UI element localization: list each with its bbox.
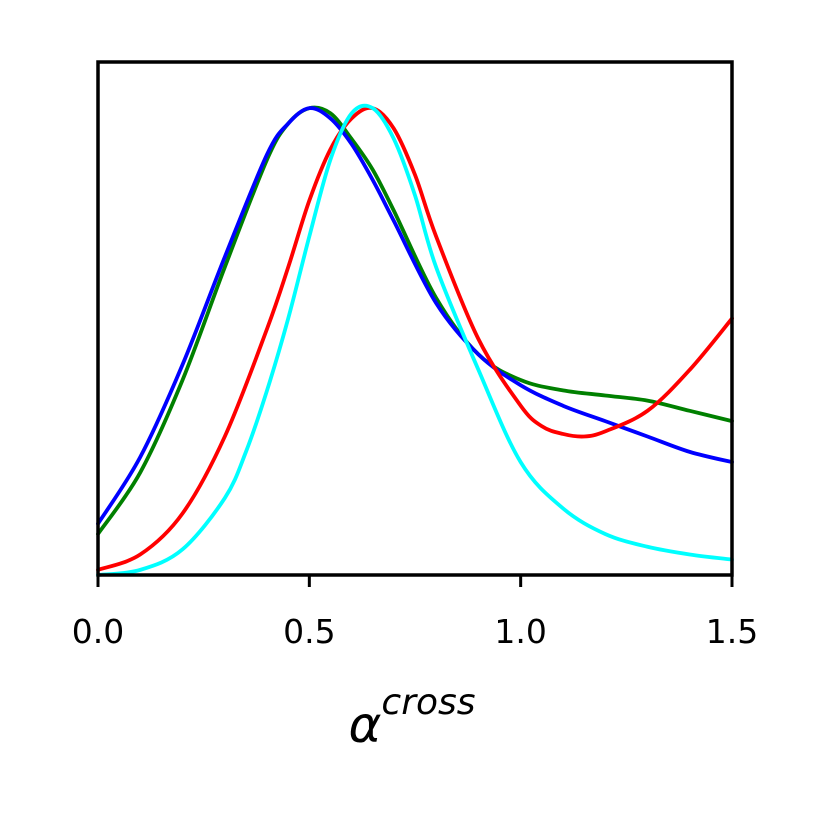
series-line-4 [96,103,734,577]
series-line-2 [96,106,734,526]
x-tick-label-1: 0.5 [283,612,335,651]
series-line-3 [96,105,734,572]
x-tick-label-0: 0.0 [72,612,124,651]
plot-frame [96,60,734,577]
x-axis-label: αcross [348,682,475,754]
x-axis-label-superscript: cross [381,682,475,723]
x-axis-tick-labels: 0.0 0.5 1.0 1.5 [72,612,758,651]
series-layer [96,103,734,577]
x-axis-ticks [96,575,734,587]
series-line-1 [96,105,734,536]
x-tick-label-3: 1.5 [706,612,758,651]
x-tick-label-2: 1.0 [494,612,546,651]
x-axis-label-main: α [348,696,381,754]
